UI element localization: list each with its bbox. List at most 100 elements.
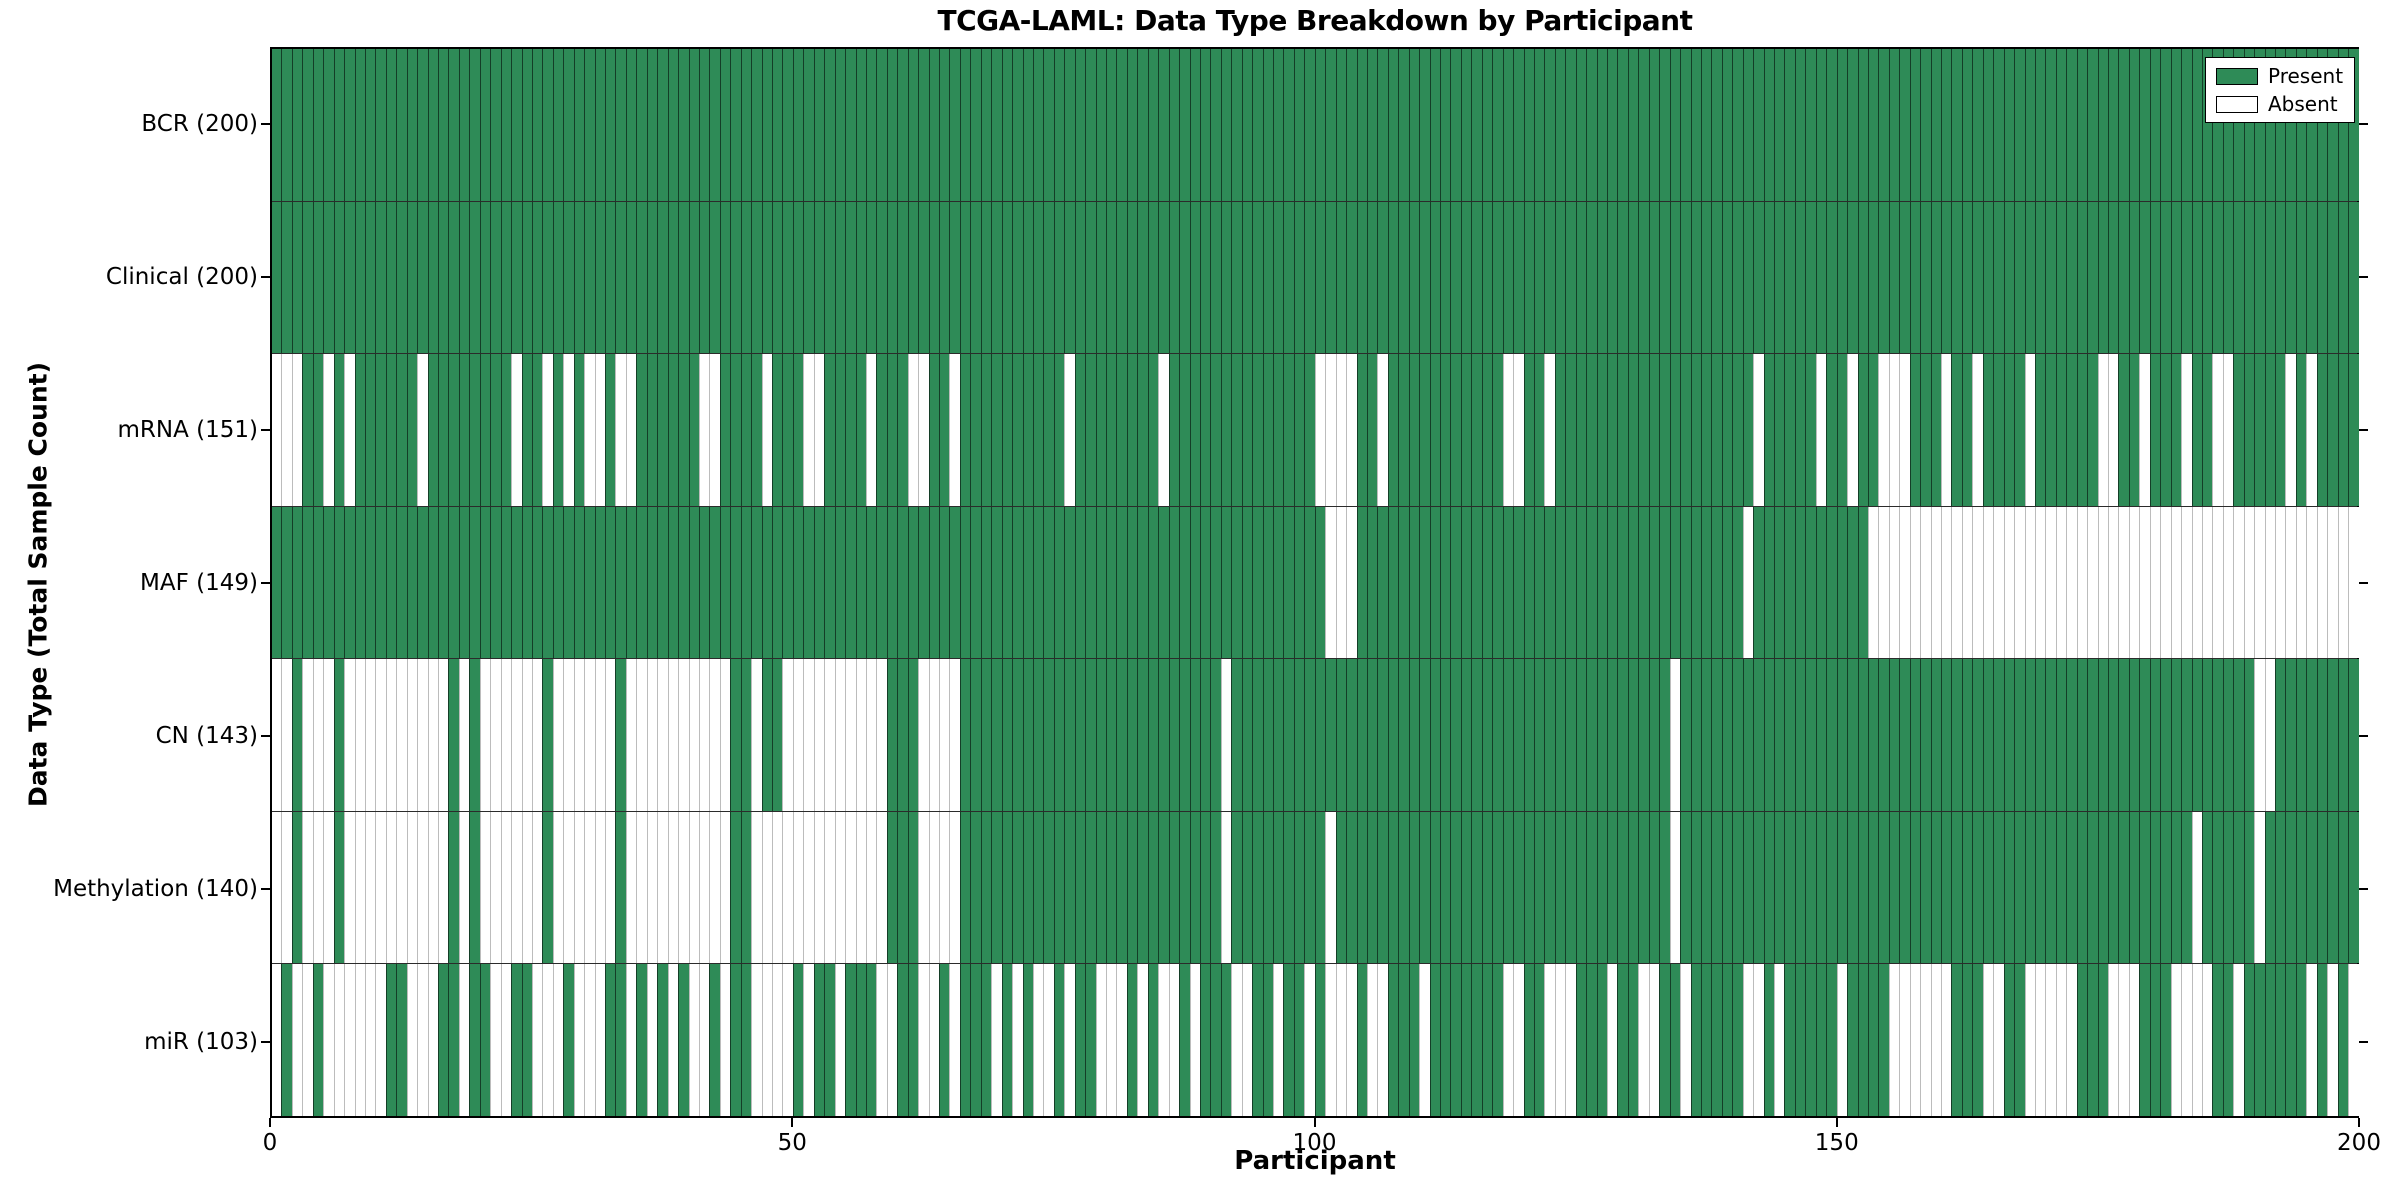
heatmap-cell [1596, 49, 1607, 201]
heatmap-cell [1043, 201, 1054, 354]
heatmap-cell [1805, 49, 1816, 201]
heatmap-cell [1502, 201, 1514, 354]
heatmap-cell [1878, 506, 1889, 659]
heatmap-cell [417, 964, 428, 1117]
y-tick-label-bcr: BCR (200) [141, 110, 258, 137]
y-tick-mark-left [261, 887, 270, 890]
heatmap-cell [2170, 964, 2182, 1117]
heatmap-cell [1398, 354, 1409, 506]
heatmap-cell [1481, 201, 1493, 354]
heatmap-cell [344, 964, 355, 1117]
heatmap-cell [907, 354, 919, 506]
heatmap-cell [2160, 49, 2171, 201]
heatmap-cell [1398, 659, 1409, 811]
heatmap-cell [1471, 201, 1482, 354]
heatmap-cell [1815, 811, 1827, 964]
heatmap-cell [1899, 659, 1910, 811]
heatmap-cell [333, 506, 345, 659]
heatmap-cell [605, 354, 616, 506]
heatmap-cell [2191, 964, 2202, 1117]
heatmap-cell [970, 811, 981, 964]
heatmap-cell [1085, 964, 1096, 1117]
heatmap-cell [1325, 354, 1336, 506]
heatmap-cell [646, 506, 658, 659]
heatmap-cell [1408, 49, 1420, 201]
heatmap-cell [1419, 659, 1430, 811]
heatmap-cell [272, 201, 282, 354]
heatmap-cell [448, 811, 459, 964]
heatmap-cell [1993, 506, 2004, 659]
heatmap-cell [1492, 964, 1503, 1117]
row-label-slot: Methylation (140) [0, 812, 258, 965]
heatmap-cell [2295, 506, 2307, 659]
heatmap-cell [1565, 49, 1576, 201]
heatmap-cell [1711, 811, 1722, 964]
heatmap-cell [2045, 811, 2056, 964]
heatmap-cell [1774, 506, 1785, 659]
heatmap-cell [1325, 659, 1336, 811]
heatmap-cell [730, 354, 741, 506]
heatmap-cell [1440, 964, 1451, 1117]
heatmap-cell [1523, 964, 1534, 1117]
heatmap-cell [448, 659, 459, 811]
heatmap-cell [719, 811, 731, 964]
heatmap-cell [625, 811, 637, 964]
heatmap-cell [970, 354, 981, 506]
heatmap-cell [417, 201, 428, 354]
heatmap-cell [1325, 201, 1336, 354]
heatmap-cell [490, 506, 501, 659]
heatmap-cell [448, 49, 459, 201]
heatmap-cell [678, 354, 689, 506]
heatmap-cell [980, 49, 992, 201]
heatmap-cell [1732, 354, 1743, 506]
heatmap-cell [792, 49, 804, 201]
heatmap-cell [1492, 354, 1503, 506]
heatmap-cell [2201, 49, 2213, 201]
heatmap-cell [2327, 354, 2338, 506]
heatmap-cell [1262, 964, 1273, 1117]
heatmap-cell [939, 964, 950, 1117]
heatmap-cell [1085, 49, 1096, 201]
heatmap-cell [1544, 201, 1555, 354]
heatmap-cell [302, 964, 313, 1117]
heatmap-cell [1460, 811, 1472, 964]
heatmap-cell [2181, 354, 2192, 506]
heatmap-cell [1325, 811, 1336, 964]
heatmap-cell [2055, 201, 2067, 354]
heatmap-cell [657, 659, 668, 811]
heatmap-cell [1001, 49, 1013, 201]
heatmap-cell [1419, 354, 1430, 506]
heatmap-cell [2045, 201, 2056, 354]
heatmap-cell [2108, 201, 2119, 354]
heatmap-cell [500, 49, 512, 201]
heatmap-cell [657, 811, 668, 964]
heatmap-cell [1867, 964, 1879, 1117]
heatmap-cell [1648, 811, 1660, 964]
heatmap-cell [1523, 659, 1534, 811]
heatmap-cell [354, 49, 365, 201]
heatmap-cell [1074, 659, 1086, 811]
heatmap-cell [1680, 49, 1691, 201]
heatmap-cell [1753, 354, 1764, 506]
heatmap-cell [1972, 811, 1983, 964]
heatmap-cell [584, 659, 595, 811]
heatmap-cell [1523, 506, 1534, 659]
heatmap-cell [1857, 964, 1868, 1117]
heatmap-cell [2243, 506, 2255, 659]
heatmap-cell [563, 201, 574, 354]
heatmap-cell [448, 354, 459, 506]
heatmap-cell [636, 201, 647, 354]
heatmap-cell [281, 49, 292, 201]
heatmap-cell [1252, 506, 1263, 659]
heatmap-cell [1419, 49, 1430, 201]
heatmap-cell [1116, 964, 1127, 1117]
heatmap-cell [1669, 49, 1681, 201]
heatmap-cell [1398, 201, 1409, 354]
heatmap-cell [406, 354, 418, 506]
heatmap-cell [1147, 354, 1159, 506]
heatmap-cell [406, 506, 418, 659]
heatmap-cell [584, 201, 595, 354]
heatmap-cell [1116, 659, 1127, 811]
heatmap-cell [344, 49, 355, 201]
heatmap-cell [625, 659, 637, 811]
